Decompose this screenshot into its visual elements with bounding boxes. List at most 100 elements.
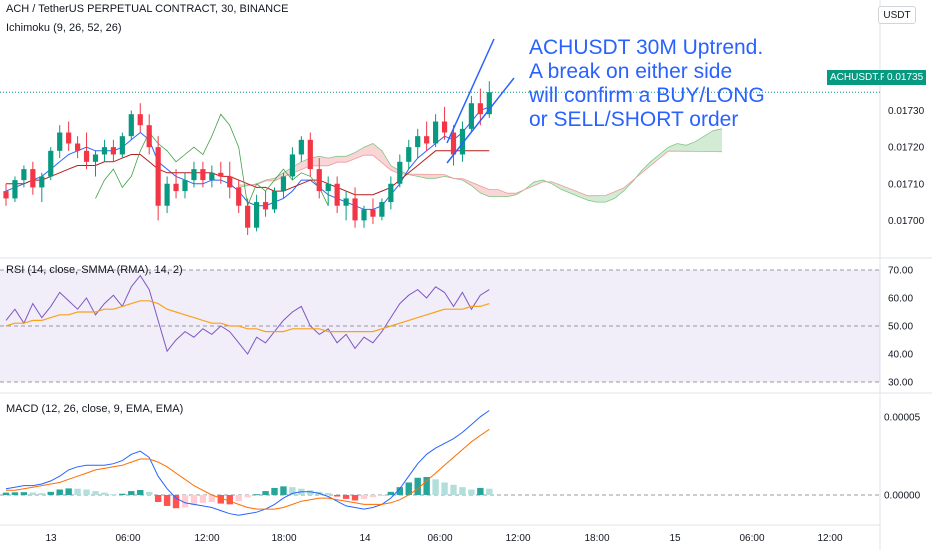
candle[interactable] (227, 161, 233, 199)
candle[interactable] (450, 125, 457, 166)
candle[interactable] (48, 147, 54, 181)
rsi-legend[interactable]: RSI (14, close, SMMA (RMA), 14, 2) (6, 264, 183, 276)
candle[interactable] (415, 128, 421, 159)
currency-button[interactable]: USDT (878, 6, 916, 24)
candle[interactable] (146, 114, 152, 155)
candle[interactable] (92, 150, 99, 177)
candle[interactable] (245, 198, 251, 236)
candle[interactable] (110, 139, 116, 162)
annotation-line: A break on either side (529, 60, 733, 83)
time-tick-label: 13 (45, 533, 57, 544)
candle[interactable] (334, 176, 340, 214)
candle[interactable] (388, 176, 394, 210)
candle[interactable] (191, 161, 197, 188)
candle[interactable] (289, 147, 295, 181)
candle-body (388, 183, 394, 203)
candle-body (459, 128, 466, 155)
candle[interactable] (433, 114, 439, 148)
macd-histogram-bar (280, 486, 287, 495)
candle[interactable] (459, 121, 466, 162)
last-price-tag: 0.01735 (884, 70, 926, 85)
candle-body (424, 136, 430, 144)
candle[interactable] (325, 176, 331, 206)
channel-lower-line[interactable] (446, 77, 515, 164)
candle[interactable] (486, 81, 492, 118)
macd-histogram-bar (262, 491, 269, 495)
time-tick-label: 12:00 (817, 533, 842, 544)
candle[interactable] (316, 158, 322, 199)
candle[interactable] (397, 154, 403, 188)
candle[interactable] (57, 125, 63, 159)
macd-histogram-bar (110, 494, 117, 496)
macd-histogram-bar (244, 494, 251, 498)
annotation-text[interactable]: ACHUSDT 30M Uptrend. A break on either si… (529, 36, 765, 132)
candle[interactable] (361, 205, 367, 228)
macd-histogram-bar (468, 489, 475, 495)
macd-line[interactable] (5, 410, 490, 516)
candle[interactable] (280, 172, 287, 199)
signal-line[interactable] (6, 428, 490, 510)
candle-body (66, 132, 72, 144)
macd-histogram-bar (351, 494, 359, 501)
candle-body (227, 176, 233, 188)
candle[interactable] (182, 172, 188, 199)
candle[interactable] (3, 183, 9, 206)
candle[interactable] (30, 161, 36, 195)
candle[interactable] (236, 180, 242, 214)
candle[interactable] (39, 172, 45, 203)
candle[interactable] (66, 121, 72, 151)
candle[interactable] (307, 132, 313, 177)
candle[interactable] (298, 136, 304, 162)
candle-body (379, 202, 385, 217)
candle[interactable] (271, 187, 278, 214)
candle[interactable] (262, 191, 269, 217)
candle[interactable] (128, 110, 134, 140)
symbol-tag: ACHUSDT.P (827, 70, 890, 85)
candle[interactable] (137, 103, 143, 133)
candle[interactable] (441, 106, 448, 140)
candle[interactable] (477, 88, 483, 126)
candle-body (450, 132, 457, 155)
candle[interactable] (406, 139, 412, 170)
chart-title: ACH / TetherUS PERPETUAL CONTRACT, 30, B… (6, 3, 289, 15)
macd-histogram-bar (423, 476, 430, 495)
macd-histogram-bar (432, 479, 439, 495)
candle[interactable] (12, 176, 18, 203)
candle[interactable] (83, 132, 90, 170)
candle[interactable] (155, 136, 161, 221)
ichimoku-legend[interactable]: Ichimoku (9, 26, 52, 26) (6, 22, 122, 34)
candle-body (370, 209, 376, 217)
annotation-line: will confirm a BUY/LONG (529, 84, 765, 107)
macd-tick-label: 0.00000 (884, 490, 921, 501)
candle[interactable] (218, 161, 224, 184)
candle-body (352, 198, 358, 221)
candle-body (316, 169, 322, 192)
candle[interactable] (119, 132, 125, 159)
channel-upper-line[interactable] (446, 38, 495, 144)
rsi-line[interactable] (5, 274, 490, 355)
candle[interactable] (21, 165, 27, 188)
candle[interactable] (254, 194, 260, 232)
candle[interactable] (343, 191, 349, 221)
candle[interactable] (424, 121, 430, 151)
macd-histogram-bar (128, 491, 135, 495)
candle[interactable] (75, 136, 81, 159)
candle-body (83, 150, 90, 162)
rsi-ma-line[interactable] (5, 300, 490, 333)
candle-body (182, 180, 188, 192)
candle[interactable] (379, 198, 385, 221)
candle[interactable] (352, 187, 358, 228)
macd-histogram-bar (199, 494, 207, 503)
macd-histogram-bar (11, 492, 19, 495)
candle[interactable] (468, 95, 474, 133)
candle[interactable] (173, 169, 179, 199)
candle[interactable] (370, 198, 376, 225)
candle[interactable] (209, 165, 215, 188)
candle-body (218, 172, 224, 177)
candle[interactable] (164, 176, 170, 214)
candle[interactable] (200, 161, 206, 188)
candle[interactable] (101, 139, 108, 162)
macd-histogram-bar (226, 494, 233, 505)
macd-legend[interactable]: MACD (12, 26, close, 9, EMA, EMA) (6, 403, 184, 415)
